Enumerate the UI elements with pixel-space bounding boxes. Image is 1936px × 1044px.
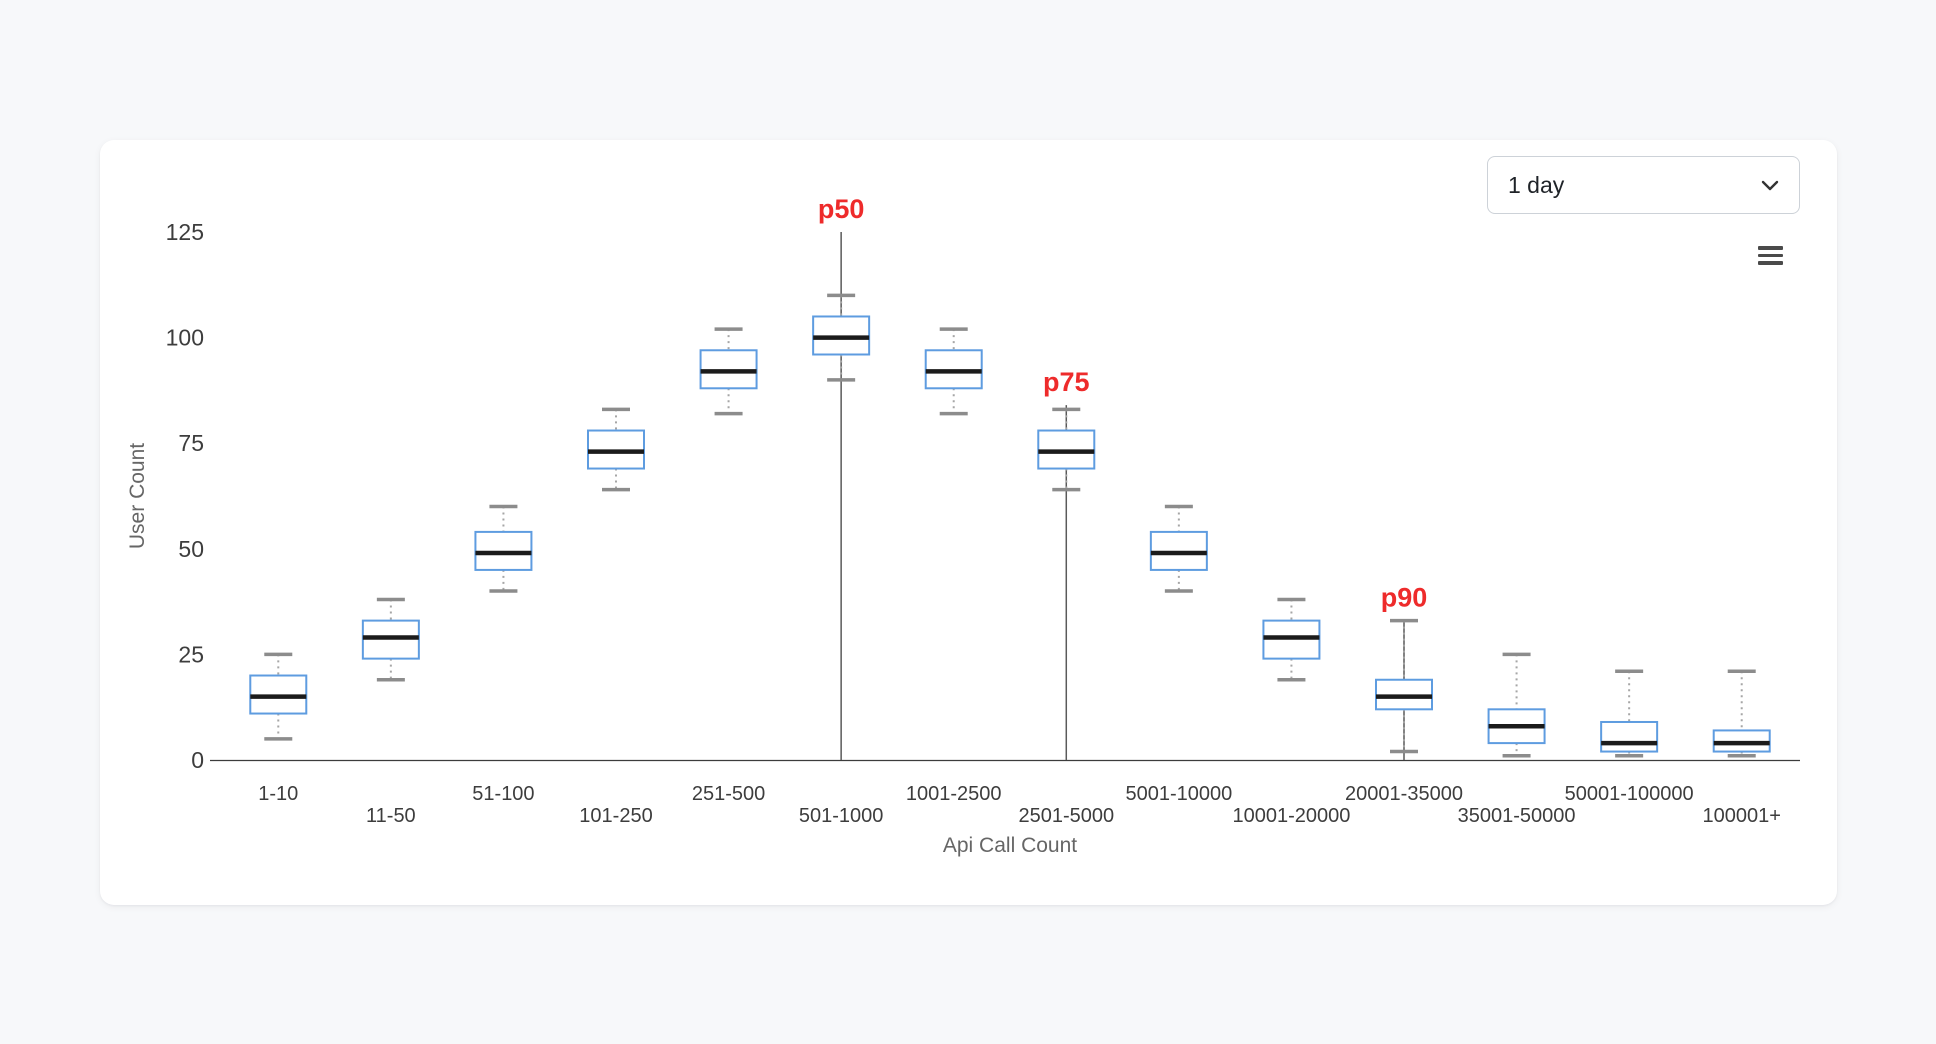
boxplot-point-50001-100000	[1600, 669, 1659, 758]
boxplot-point-5001-10000	[1149, 504, 1208, 593]
x-category-label: 501-1000	[799, 805, 884, 827]
x-category-label: 35001-50000	[1458, 805, 1576, 827]
y-tick-label: 75	[178, 430, 204, 456]
boxplot-point-100001+	[1712, 669, 1771, 758]
boxplot-point-10001-20000	[1262, 597, 1321, 682]
percentile-label-p75: p75	[1043, 367, 1090, 397]
boxplot-point-11-50	[361, 597, 420, 682]
boxplot-point-1-10	[249, 652, 308, 741]
y-tick-label: 100	[166, 325, 204, 351]
x-category-label: 2501-5000	[1018, 805, 1114, 827]
boxplot-point-51-100	[474, 504, 533, 593]
boxplot-point-1001-2500	[924, 327, 983, 416]
period-select-value: 1 day	[1508, 171, 1565, 198]
chart-card: 0 25 50 75 100 125 User Count 1-10 11-50 51-100 10…	[100, 140, 1837, 905]
y-tick-label: 0	[191, 747, 204, 773]
boxplot-chart: 0 25 50 75 100 125 User Count 1-10 11-50 51-100 10…	[126, 194, 1800, 857]
chart-context-menu-button[interactable]	[1758, 246, 1783, 265]
y-tick-label: 125	[166, 219, 204, 245]
x-category-label: 100001+	[1703, 805, 1781, 827]
x-category-label: 51-100	[472, 783, 534, 805]
x-category-label: 11-50	[366, 805, 416, 827]
box[interactable]	[1600, 720, 1659, 753]
y-tick-label: 25	[178, 641, 204, 667]
period-select[interactable]: 1 day	[1487, 156, 1800, 214]
chevron-down-icon	[1761, 180, 1779, 190]
x-category-label: 251-500	[692, 783, 765, 805]
x-category-label: 1001-2500	[906, 783, 1002, 805]
boxplot-point-251-500	[699, 327, 758, 416]
boxplot-point-501-1000	[812, 293, 871, 382]
x-axis-title: Api Call Count	[943, 834, 1077, 857]
percentile-label-p90: p90	[1381, 583, 1428, 613]
y-axis-title: User Count	[126, 443, 149, 549]
x-category-label: 101-250	[579, 805, 652, 827]
percentile-label-p50: p50	[818, 194, 865, 224]
boxplot-point-101-250	[587, 407, 645, 492]
boxplot-point-35001-50000	[1487, 652, 1546, 758]
x-category-label: 10001-20000	[1232, 805, 1350, 827]
x-category-label: 1-10	[258, 783, 298, 805]
x-category-label: 50001-100000	[1565, 783, 1694, 805]
y-tick-label: 50	[178, 536, 204, 562]
x-category-label: 5001-10000	[1125, 783, 1232, 805]
x-category-label: 20001-35000	[1345, 783, 1463, 805]
hamburger-menu-icon	[1758, 246, 1783, 250]
boxplot-point-20001-35000	[1375, 618, 1433, 754]
boxplot-point-2501-5000	[1037, 407, 1096, 492]
